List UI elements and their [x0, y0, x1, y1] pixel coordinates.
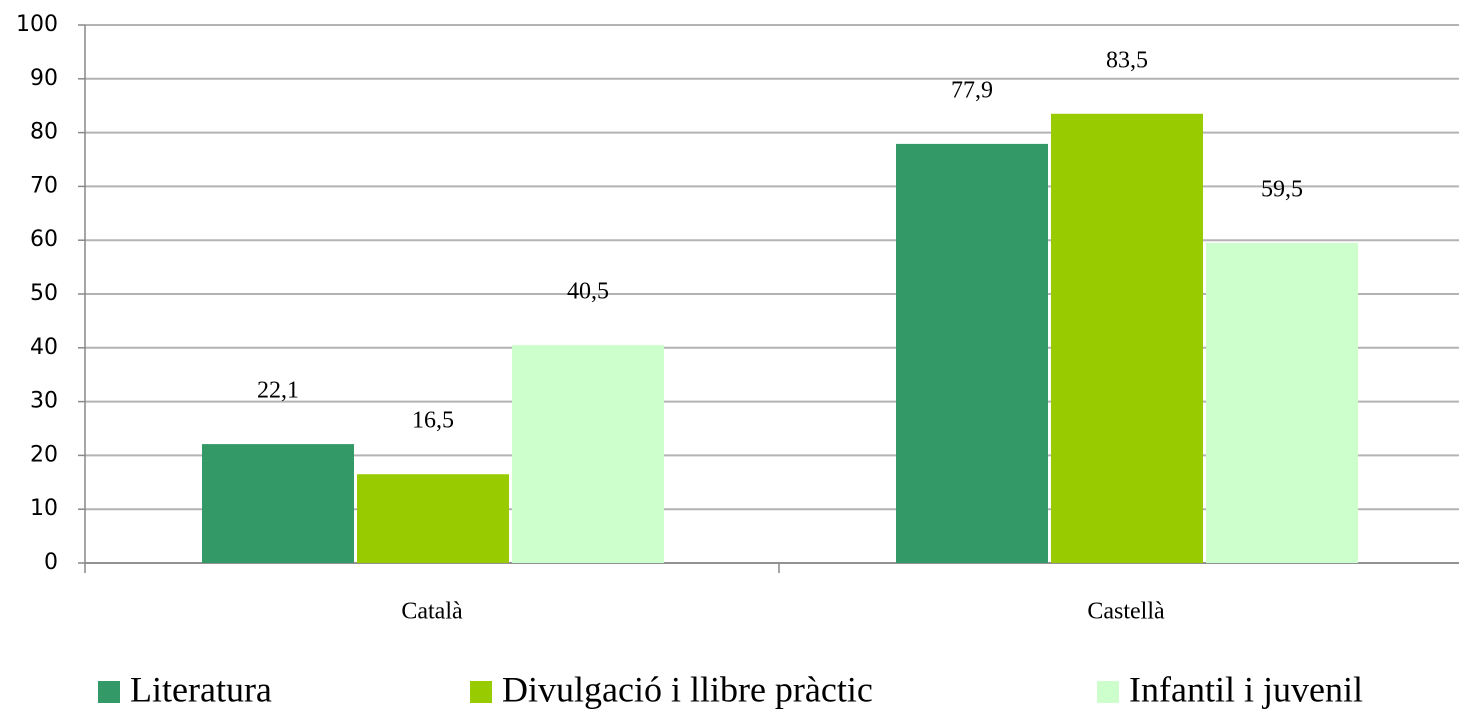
data-label: 40,5	[567, 279, 609, 305]
y-tick-label: 30	[30, 389, 58, 414]
y-tick-label: 80	[30, 120, 58, 145]
y-tick-label: 10	[30, 496, 58, 521]
bar	[1051, 113, 1203, 564]
legend-label: Literatura	[130, 669, 272, 709]
y-tick-label: 20	[30, 442, 58, 467]
data-label: 83,5	[1106, 47, 1148, 73]
y-tick-label: 60	[30, 227, 58, 252]
x-tick-label: Català	[401, 599, 463, 625]
bar	[1206, 242, 1358, 563]
y-tick-label: 70	[30, 173, 58, 198]
x-tick-label: Castellà	[1087, 599, 1165, 625]
legend-swatch	[1097, 681, 1119, 703]
legend-swatch	[98, 681, 120, 703]
y-tick-label: 50	[30, 281, 58, 306]
legend-label: Infantil i juvenil	[1129, 669, 1363, 709]
data-label: 59,5	[1261, 176, 1303, 202]
bar	[357, 474, 509, 563]
bar	[896, 143, 1048, 563]
y-tick-label: 40	[30, 335, 58, 360]
data-label: 16,5	[412, 408, 454, 434]
bar	[202, 444, 354, 563]
legend-label: Divulgació i llibre pràctic	[502, 669, 873, 709]
bar	[512, 345, 664, 563]
y-tick-label: 0	[44, 550, 58, 575]
y-tick-label: 100	[16, 12, 58, 37]
data-label: 77,9	[951, 77, 993, 103]
data-label: 22,1	[257, 378, 299, 404]
y-tick-label: 90	[30, 66, 58, 91]
legend-swatch	[470, 681, 492, 703]
